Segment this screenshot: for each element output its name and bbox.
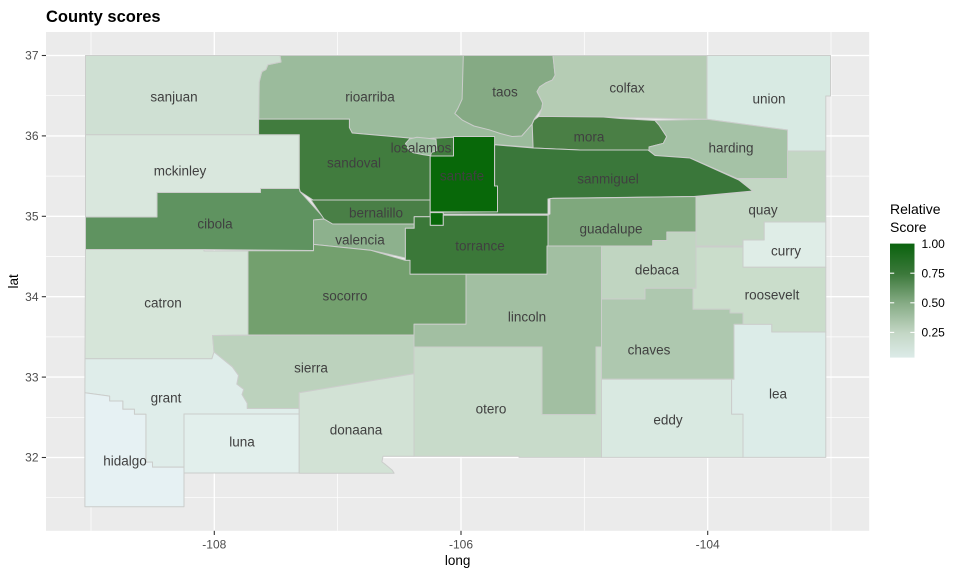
svg-text:1.00: 1.00 (922, 237, 946, 251)
svg-text:-108: -108 (202, 538, 226, 552)
svg-text:chaves: chaves (628, 343, 671, 358)
svg-text:0.25: 0.25 (922, 326, 946, 340)
svg-text:torrance: torrance (455, 239, 505, 254)
svg-text:sanmiguel: sanmiguel (577, 172, 639, 187)
svg-text:debaca: debaca (635, 263, 680, 278)
svg-text:Relative: Relative (890, 201, 941, 217)
svg-text:mckinley: mckinley (154, 164, 207, 179)
svg-text:losalamos: losalamos (391, 141, 452, 156)
svg-text:union: union (752, 92, 785, 107)
svg-text:valencia: valencia (335, 233, 385, 248)
svg-text:37: 37 (25, 49, 39, 63)
svg-text:donaana: donaana (330, 423, 383, 438)
svg-text:sanjuan: sanjuan (150, 90, 197, 105)
svg-text:catron: catron (144, 296, 182, 311)
svg-text:lincoln: lincoln (508, 310, 546, 325)
svg-text:County scores: County scores (46, 8, 161, 26)
svg-text:-106: -106 (449, 538, 473, 552)
svg-text:colfax: colfax (609, 81, 645, 96)
svg-text:santafe: santafe (440, 169, 484, 184)
svg-text:-104: -104 (696, 538, 720, 552)
svg-text:34: 34 (25, 290, 39, 304)
svg-text:32: 32 (25, 451, 39, 465)
svg-text:eddy: eddy (653, 413, 683, 428)
svg-text:long: long (445, 553, 471, 568)
svg-text:bernalillo: bernalillo (349, 206, 403, 221)
svg-text:lea: lea (769, 387, 788, 402)
svg-text:35: 35 (25, 210, 39, 224)
svg-text:mora: mora (574, 130, 605, 145)
svg-text:curry: curry (771, 244, 801, 259)
svg-text:cibola: cibola (197, 217, 233, 232)
svg-text:0.75: 0.75 (922, 266, 946, 280)
svg-text:taos: taos (492, 85, 518, 100)
svg-text:Score: Score (890, 219, 927, 235)
svg-text:36: 36 (25, 129, 39, 143)
svg-text:quay: quay (748, 203, 778, 218)
svg-text:harding: harding (708, 141, 753, 156)
svg-text:otero: otero (476, 402, 507, 417)
svg-text:sandoval: sandoval (327, 156, 381, 171)
svg-text:socorro: socorro (322, 289, 367, 304)
svg-text:rioarriba: rioarriba (345, 90, 395, 105)
svg-text:luna: luna (229, 435, 255, 450)
svg-text:sierra: sierra (294, 361, 328, 376)
svg-text:0.50: 0.50 (922, 296, 946, 310)
svg-text:hidalgo: hidalgo (103, 454, 147, 469)
svg-text:grant: grant (151, 391, 182, 406)
svg-text:lat: lat (6, 274, 21, 289)
svg-text:roosevelt: roosevelt (745, 288, 800, 303)
svg-text:33: 33 (25, 370, 39, 384)
svg-text:guadalupe: guadalupe (579, 222, 642, 237)
